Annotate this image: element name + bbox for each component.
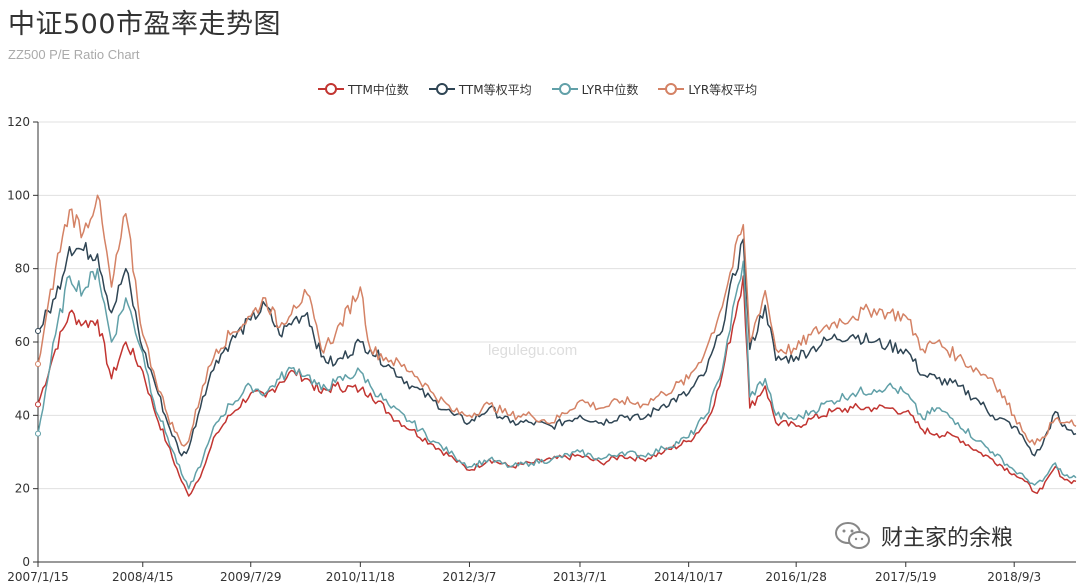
y-tick-label: 120	[7, 115, 30, 129]
series-line-3	[37, 194, 1077, 447]
chart-subtitle: ZZ500 P/E Ratio Chart	[8, 47, 140, 62]
y-tick-label: 100	[7, 188, 30, 202]
x-tick-label: 2016/1/28	[765, 570, 827, 584]
series-line-1	[37, 238, 1077, 457]
account-name: 财主家的余粮	[881, 526, 1014, 551]
series-start-point	[35, 361, 41, 367]
account-watermark: 财主家的余粮	[833, 520, 1013, 552]
legend-marker-icon	[428, 83, 455, 95]
site-watermark: legulegu.com	[488, 342, 578, 359]
x-tick-label: 2010/11/18	[326, 570, 395, 584]
x-tick-label: 2018/9/3	[987, 570, 1041, 584]
x-tick-label: 2014/10/17	[654, 570, 723, 584]
series-start-point	[35, 328, 41, 334]
legend-item-lyr-equal[interactable]: LYR等权平均	[658, 81, 757, 98]
chart-legend: TTM中位数 TTM等权平均 LYR中位数 LYR等权平均	[318, 80, 777, 98]
legend-marker-icon	[551, 83, 578, 95]
y-tick-label: 60	[15, 335, 30, 349]
y-tick-label: 0	[22, 555, 30, 569]
chart-title: 中证500市盈率走势图	[8, 9, 282, 40]
wechat-icon	[835, 522, 870, 549]
legend-label: LYR等权平均	[688, 82, 758, 97]
x-tick-label: 2008/4/15	[112, 570, 174, 584]
legend-item-ttm-equal[interactable]: TTM等权平均	[428, 81, 532, 98]
legend-label: LYR中位数	[581, 82, 639, 97]
y-tick-label: 20	[15, 482, 30, 496]
series-start-point	[35, 401, 41, 408]
x-tick-label: 2012/3/7	[443, 570, 497, 584]
series-start-point	[35, 430, 41, 437]
x-tick-label: 2007/1/15	[7, 570, 69, 584]
y-tick-label: 80	[15, 262, 30, 276]
x-tick-label: 2013/7/1	[553, 570, 607, 584]
x-tick-label: 2017/5/19	[875, 570, 937, 584]
legend-label: TTM等权平均	[458, 82, 532, 97]
legend-item-ttm-median[interactable]: TTM中位数	[318, 81, 409, 98]
series-line-2	[37, 260, 1077, 490]
x-tick-label: 2009/7/29	[220, 570, 282, 584]
legend-marker-icon	[658, 83, 685, 95]
y-tick-label: 40	[15, 408, 30, 422]
series-line-0	[37, 275, 1077, 497]
legend-item-lyr-median[interactable]: LYR中位数	[551, 81, 639, 98]
legend-label: TTM中位数	[348, 82, 409, 97]
legend-marker-icon	[318, 83, 344, 95]
